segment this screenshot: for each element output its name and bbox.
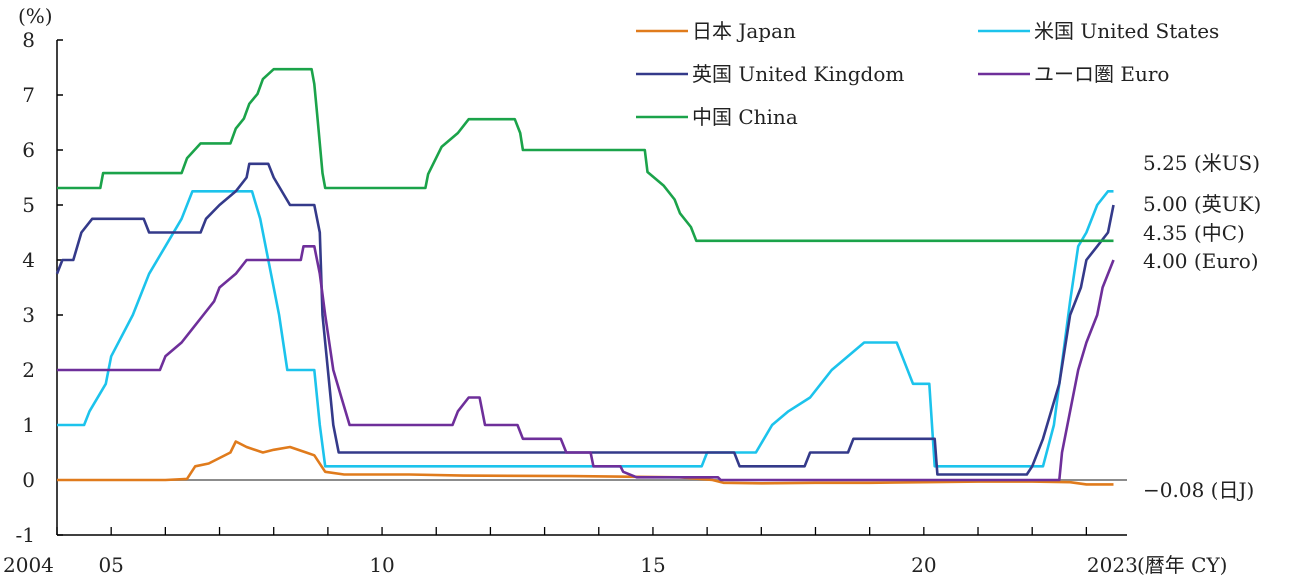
end-value-label: 4.00 (Euro) (1143, 249, 1259, 273)
y-tick-label: 5 (22, 193, 35, 217)
series-line (57, 440, 1114, 486)
y-tick-label: 1 (22, 413, 35, 437)
y-tick-label: 3 (22, 303, 35, 327)
end-value-label: 5.00 (英UK) (1143, 192, 1261, 216)
legend-label: ユーロ圏 Euro (1034, 62, 1169, 86)
end-value-label: −0.08 (日J) (1143, 478, 1254, 502)
series-line (57, 245, 1115, 482)
y-tick-label: 2 (22, 358, 35, 382)
y-tick-label: 7 (22, 83, 35, 107)
legend-label: 米国 United States (1034, 19, 1219, 43)
y-tick-label: 4 (22, 248, 35, 272)
legend-label: 日本 Japan (692, 19, 796, 43)
x-axis-label: (暦年 CY) (1137, 553, 1227, 577)
y-axis-unit-label: (%) (18, 4, 53, 28)
legend: 日本 Japan 米国 United States 英国 United Kingdo… (636, 19, 1219, 129)
y-tick-label: -1 (16, 523, 35, 547)
legend-label: 中国 China (692, 105, 798, 129)
series-line (57, 67, 1114, 243)
series-line (55, 162, 1115, 476)
series-line (57, 190, 1114, 468)
y-tick-label: 8 (22, 28, 35, 52)
end-labels: 5.25 (米US) 5.00 (英UK) 4.35 (中C) 4.00 (Euro)… (1143, 151, 1261, 502)
y-tick-label: 6 (22, 138, 35, 162)
chart-axes: -1 0 1 2 3 4 5 6 7 8 2004 05 10 15 20 2023 (3, 28, 1138, 577)
y-tick-label: 0 (22, 468, 35, 492)
x-tick-label: 15 (640, 553, 665, 577)
legend-label: 英国 United Kingdom (692, 62, 904, 86)
end-value-label: 5.25 (米US) (1143, 151, 1260, 175)
x-tick-label: 10 (369, 553, 394, 577)
x-tick-label: 2004 (3, 553, 54, 577)
end-value-label: 4.35 (中C) (1143, 221, 1245, 245)
x-tick-label: 2023 (1087, 553, 1138, 577)
x-tick-label: 05 (98, 553, 123, 577)
series-layer (55, 67, 1115, 486)
x-tick-label: 20 (911, 553, 936, 577)
